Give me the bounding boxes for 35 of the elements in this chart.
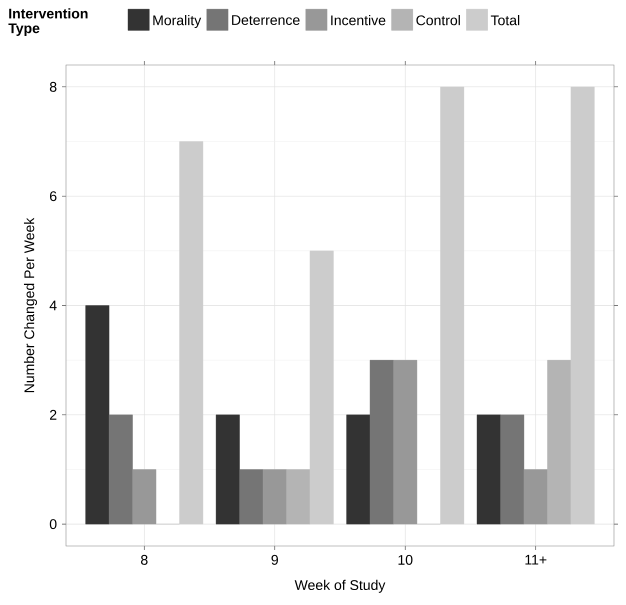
bar (310, 250, 334, 524)
x-tick-label: 11+ (525, 554, 546, 565)
bar (346, 414, 370, 524)
y-tick-label: 0 (50, 519, 57, 530)
bar (286, 469, 310, 524)
x-axis-title: Week of Study (294, 580, 386, 593)
y-tick-label: 2 (50, 410, 56, 420)
bar (85, 305, 110, 524)
bar (216, 414, 240, 524)
legend-label: Control (416, 14, 460, 26)
legend-title: Intervention Type (8, 8, 88, 36)
bar (262, 469, 287, 524)
bar (476, 414, 501, 524)
bar (239, 469, 264, 524)
bar (132, 469, 156, 524)
legend-label: Incentive (331, 14, 386, 26)
bar (393, 360, 418, 524)
x-tick-label: 9 (272, 554, 278, 565)
y-tick-label: 6 (50, 191, 56, 202)
y-tick-label: 4 (50, 300, 57, 310)
legend-label: Total (490, 14, 520, 26)
bar (179, 141, 204, 524)
legend-label: Morality (153, 14, 202, 28)
bar (524, 469, 548, 524)
y-tick-label: 8 (50, 82, 56, 92)
y-axis-title: Number Changed Per Week (24, 218, 38, 392)
bar (370, 360, 394, 524)
bar (108, 414, 133, 524)
x-tick-label: 10 (398, 554, 412, 565)
bar (440, 86, 464, 524)
bar (570, 86, 595, 524)
legend-label: Deterrence (232, 15, 300, 26)
bar (500, 414, 524, 524)
bar (547, 360, 572, 524)
x-tick-label: 8 (141, 554, 148, 565)
